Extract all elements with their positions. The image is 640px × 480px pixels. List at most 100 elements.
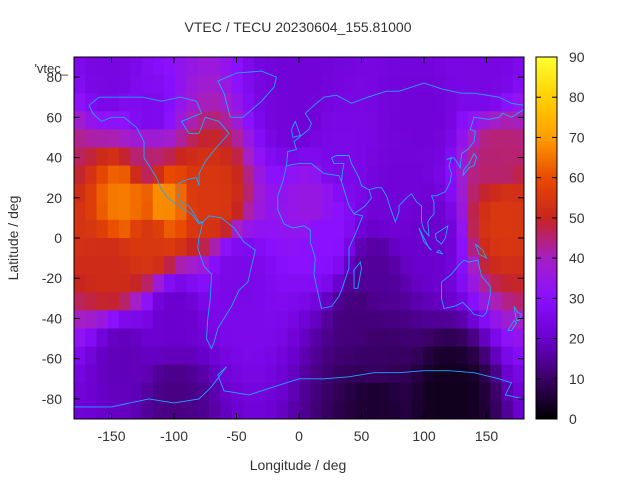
- heatmap-cell: [209, 310, 221, 330]
- heatmap-cell: [119, 382, 131, 402]
- x-tick-label: -50: [226, 428, 246, 444]
- heatmap-cell: [422, 165, 435, 185]
- heatmap-cell: [434, 400, 446, 419]
- heatmap-cell: [445, 310, 458, 330]
- heatmap-cell: [321, 201, 334, 221]
- heatmap-cell: [344, 346, 356, 366]
- heatmap-cell: [299, 57, 311, 76]
- heatmap-cell: [287, 382, 300, 402]
- heatmap-cell: [254, 400, 266, 419]
- heatmap-cell: [141, 382, 154, 402]
- heatmap-cell: [130, 165, 143, 185]
- heatmap-cell: [400, 238, 413, 257]
- heatmap-cell: [434, 328, 446, 348]
- heatmap-cell: [344, 111, 356, 130]
- heatmap-cell: [96, 183, 109, 203]
- heatmap-cell: [220, 219, 233, 239]
- heatmap-cell: [310, 310, 323, 330]
- legend-label: 'vtec_: [34, 61, 68, 76]
- heatmap-cell: [501, 274, 514, 293]
- heatmap-cell: [197, 201, 210, 221]
- heatmap-cell: [119, 57, 131, 76]
- heatmap-cell: [434, 75, 446, 94]
- heatmap-cell: [242, 400, 255, 419]
- heatmap-cell: [175, 129, 188, 149]
- heatmap-cell: [209, 274, 221, 293]
- heatmap-cell: [400, 400, 413, 419]
- heatmap-cell: [276, 346, 289, 366]
- heatmap-cell: [501, 346, 514, 366]
- heatmap-cell: [400, 201, 413, 221]
- y-tick-label: -60: [42, 351, 62, 367]
- heatmap-cell: [164, 129, 176, 149]
- heatmap-cell: [74, 346, 86, 366]
- colorbar-tick-label: 40: [569, 250, 585, 266]
- heatmap-cell: [175, 346, 188, 366]
- heatmap-cell: [512, 165, 524, 185]
- heatmap-cell: [400, 75, 413, 94]
- heatmap-cell: [389, 364, 401, 384]
- heatmap-cell: [456, 183, 469, 203]
- heatmap-cell: [299, 256, 311, 275]
- heatmap-cell: [164, 292, 176, 311]
- heatmap-cell: [107, 238, 120, 257]
- y-tick-label: -80: [42, 391, 62, 407]
- heatmap-cell: [299, 346, 311, 366]
- heatmap-cell: [422, 292, 435, 311]
- heatmap-cell: [456, 238, 469, 257]
- heatmap-cell: [321, 57, 334, 76]
- heatmap-cell: [96, 256, 109, 275]
- heatmap-cell: [479, 57, 491, 76]
- colorbar-tick-label: 60: [569, 170, 585, 186]
- heatmap-cell: [411, 165, 424, 185]
- heatmap-cell: [434, 165, 446, 185]
- heatmap-cell: [400, 328, 413, 348]
- heatmap-cell: [467, 256, 480, 275]
- heatmap-cell: [445, 346, 458, 366]
- heatmap-cell: [209, 400, 221, 419]
- heatmap-cell: [490, 328, 503, 348]
- heatmap-cell: [332, 310, 345, 330]
- heatmap-cell: [220, 165, 233, 185]
- heatmap-cell: [400, 57, 413, 76]
- heatmap-cell: [422, 111, 435, 130]
- heatmap-cell: [332, 183, 345, 203]
- heatmap-cell: [299, 219, 311, 239]
- heatmap-cell: [445, 219, 458, 239]
- heatmap-cell: [366, 238, 379, 257]
- heatmap-cell: [411, 219, 424, 239]
- heatmap-cell: [512, 346, 524, 366]
- coastline: [88, 96, 230, 225]
- heatmap-cell: [231, 129, 244, 149]
- heatmap-cell: [265, 328, 278, 348]
- heatmap-cell: [85, 364, 98, 384]
- heatmap-cell: [287, 292, 300, 311]
- heatmap-cell: [276, 364, 289, 384]
- heatmap-cell: [152, 382, 165, 402]
- heatmap-cell: [400, 147, 413, 167]
- coastline: [74, 366, 524, 408]
- heatmap-cell: [512, 129, 524, 149]
- heatmap-cell: [512, 75, 524, 94]
- heatmap-cell: [456, 201, 469, 221]
- heatmap-cell: [366, 57, 379, 76]
- heatmap-cell: [96, 75, 109, 94]
- heatmap-cell: [152, 346, 165, 366]
- heatmap-cell: [197, 364, 210, 384]
- heatmap-cell: [355, 165, 368, 185]
- heatmap-cell: [85, 310, 98, 330]
- heatmap-cell: [377, 256, 390, 275]
- heatmap-cell: [74, 382, 86, 402]
- heatmap-cell: [332, 238, 345, 257]
- coastline: [441, 259, 491, 317]
- heatmap-cell: [355, 382, 368, 402]
- heatmap-cell: [265, 238, 278, 257]
- heatmap-cell: [332, 147, 345, 167]
- heatmap-cell: [389, 310, 401, 330]
- heatmap-cell: [411, 111, 424, 130]
- heatmap-cell: [96, 328, 109, 348]
- heatmap-cell: [501, 292, 514, 311]
- heatmap-cell: [512, 183, 524, 203]
- heatmap-cell: [186, 75, 199, 94]
- heatmap-cell: [152, 183, 165, 203]
